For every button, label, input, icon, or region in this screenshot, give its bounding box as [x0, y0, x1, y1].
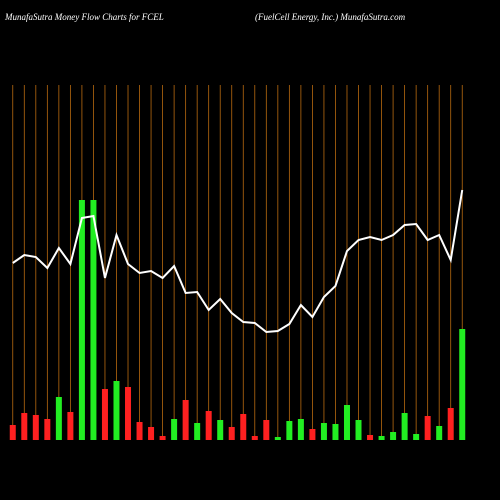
bar [320, 423, 327, 440]
bar [217, 420, 224, 440]
bar [401, 413, 408, 440]
bar [55, 397, 62, 440]
chart-title: MunafaSutra Money Flow Charts for FCEL [4, 12, 164, 22]
bar [332, 424, 339, 440]
bar [263, 420, 270, 440]
bar [274, 437, 281, 440]
chart-subtitle: (FuelCell Energy, Inc.) MunafaSutra.com [255, 12, 406, 22]
bar [67, 412, 74, 440]
bar [125, 387, 132, 440]
bar [343, 405, 350, 440]
bar [148, 427, 155, 440]
bar [228, 427, 235, 440]
bar [101, 389, 108, 440]
bar [21, 413, 28, 440]
bar [78, 200, 85, 440]
bar [251, 436, 258, 440]
bar [113, 381, 120, 440]
bar [286, 421, 293, 440]
bar [367, 435, 374, 440]
bar [159, 436, 166, 440]
bar [413, 434, 420, 440]
bar [390, 432, 397, 440]
bar [194, 423, 201, 440]
bar [9, 425, 16, 440]
bar [378, 436, 385, 440]
bar [355, 420, 362, 440]
money-flow-line [12, 189, 464, 334]
bar [436, 426, 443, 440]
bar [309, 429, 316, 440]
bar [44, 419, 51, 440]
bar [182, 400, 189, 440]
bar [447, 408, 454, 440]
bar [136, 422, 143, 440]
bar [297, 419, 304, 440]
bar [32, 415, 39, 440]
bar [424, 416, 431, 440]
bar [459, 329, 466, 440]
bar [240, 414, 247, 440]
bar [171, 419, 178, 440]
bar [205, 411, 212, 440]
bar [90, 200, 97, 440]
